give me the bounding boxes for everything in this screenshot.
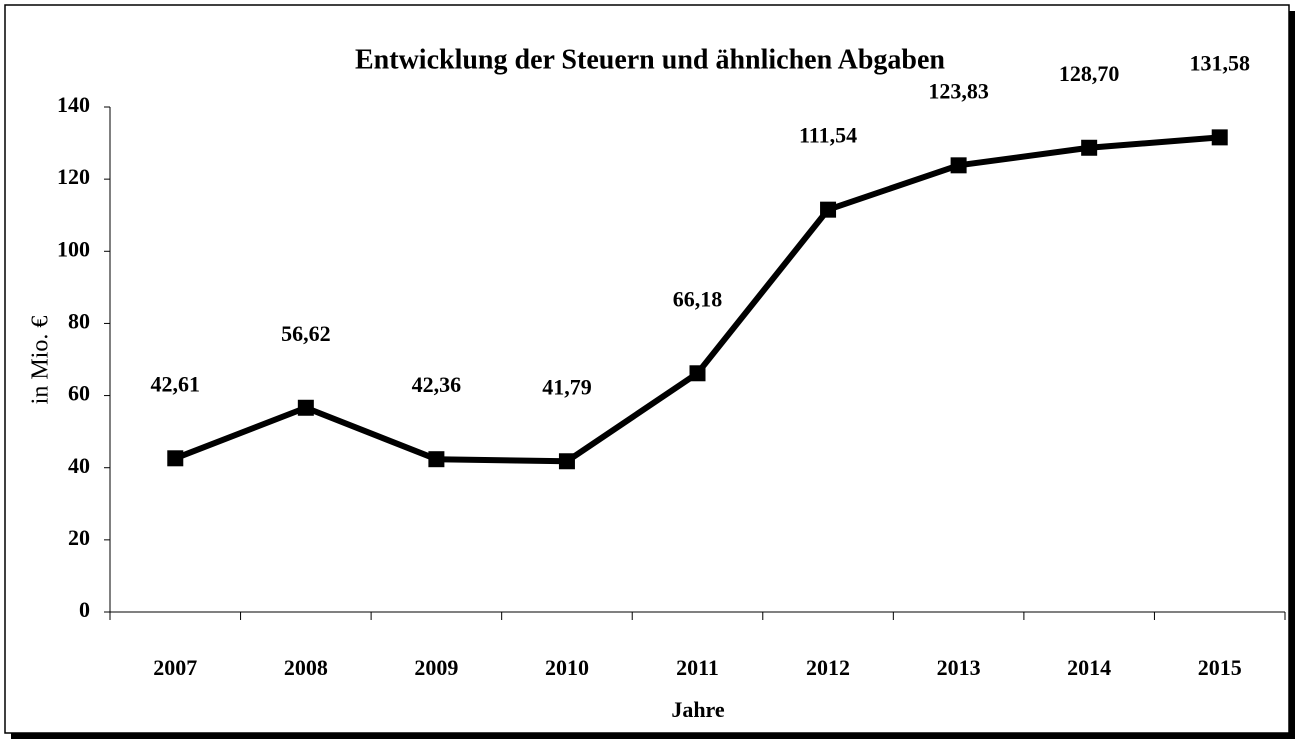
y-tick-label: 80 [68, 308, 90, 333]
y-tick-label: 60 [68, 381, 90, 406]
x-tick-label: 2014 [1067, 655, 1111, 680]
marker [428, 451, 445, 468]
data-label: 131,58 [1189, 50, 1250, 75]
x-tick-label: 2015 [1198, 655, 1242, 680]
x-tick-label: 2010 [545, 655, 589, 680]
x-tick-label: 2009 [414, 655, 458, 680]
data-label: 128,70 [1059, 61, 1120, 86]
marker [950, 157, 967, 174]
marker [689, 365, 706, 382]
marker [558, 453, 575, 470]
y-tick-label: 140 [57, 92, 90, 117]
y-tick-label: 20 [68, 525, 90, 550]
x-tick-label: 2011 [676, 655, 719, 680]
y-tick-label: 120 [57, 164, 90, 189]
x-tick-label: 2007 [153, 655, 197, 680]
data-label: 42,36 [412, 372, 462, 397]
data-label: 66,18 [673, 286, 723, 311]
frame [4, 4, 1290, 734]
y-tick-label: 0 [79, 597, 90, 622]
data-label: 56,62 [281, 321, 331, 346]
marker [297, 399, 314, 416]
x-tick-label: 2013 [937, 655, 981, 680]
x-axis-label: Jahre [671, 697, 725, 722]
data-label: 41,79 [542, 374, 592, 399]
marker [1211, 129, 1228, 146]
data-label: 42,61 [151, 371, 201, 396]
y-tick-label: 40 [68, 453, 90, 478]
data-label: 111,54 [799, 123, 857, 148]
marker [820, 201, 837, 218]
data-label: 123,83 [928, 78, 989, 103]
chart-title: Entwicklung der Steuern und ähnlichen Ab… [355, 44, 945, 75]
x-tick-label: 2008 [284, 655, 328, 680]
marker [1081, 139, 1098, 156]
y-tick-label: 100 [57, 236, 90, 261]
marker [167, 450, 184, 467]
x-tick-label: 2012 [806, 655, 850, 680]
y-axis-label: in Mio. € [28, 316, 54, 405]
